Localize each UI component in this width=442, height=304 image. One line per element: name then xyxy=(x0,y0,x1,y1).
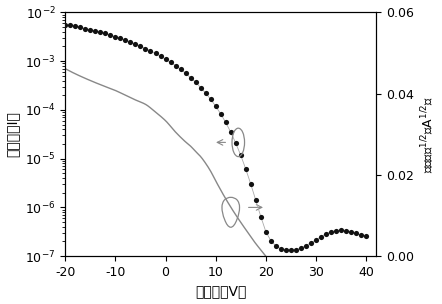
Point xyxy=(92,29,99,33)
Point xyxy=(132,42,139,47)
Point xyxy=(77,25,84,30)
Point xyxy=(293,247,300,252)
Point xyxy=(192,80,199,85)
Point xyxy=(102,31,109,36)
Point xyxy=(282,247,290,252)
Point xyxy=(272,244,279,248)
Point xyxy=(232,141,239,146)
Point xyxy=(263,229,270,234)
Point xyxy=(112,34,119,39)
Point xyxy=(147,49,154,54)
Point xyxy=(157,54,164,59)
Point xyxy=(217,112,224,116)
Point xyxy=(338,228,345,233)
Point xyxy=(308,240,315,245)
Point xyxy=(187,75,194,80)
Point xyxy=(97,30,104,35)
Point xyxy=(332,228,339,233)
Y-axis label: （电流）$^{1/2}$（A$^{1/2}$）: （电流）$^{1/2}$（A$^{1/2}$） xyxy=(419,96,436,173)
Point xyxy=(137,44,144,49)
Point xyxy=(237,153,244,158)
X-axis label: 电压／（V）: 电压／（V） xyxy=(195,285,246,299)
Point xyxy=(297,246,305,250)
Point xyxy=(107,33,114,37)
Point xyxy=(227,130,234,135)
Point xyxy=(72,24,79,29)
Point xyxy=(323,231,330,236)
Point xyxy=(302,243,309,248)
Point xyxy=(247,182,254,187)
Point xyxy=(122,38,129,43)
Point xyxy=(343,228,350,233)
Point xyxy=(87,27,94,32)
Point xyxy=(67,23,74,28)
Point xyxy=(257,214,264,219)
Point xyxy=(177,67,184,72)
Point xyxy=(207,97,214,102)
Point xyxy=(172,63,179,68)
Point xyxy=(278,247,285,251)
Point xyxy=(117,36,124,41)
Point xyxy=(242,167,249,172)
Point xyxy=(312,237,320,242)
Point xyxy=(152,51,159,56)
Point xyxy=(222,120,229,125)
Point xyxy=(61,22,69,27)
Point xyxy=(353,231,360,236)
Point xyxy=(267,238,274,243)
Point xyxy=(162,57,169,61)
Point xyxy=(197,85,204,90)
Point xyxy=(317,234,324,239)
Point xyxy=(212,104,219,109)
Y-axis label: 电流／（I）: 电流／（I） xyxy=(6,111,19,157)
Point xyxy=(182,71,189,76)
Point xyxy=(287,248,294,253)
Point xyxy=(328,229,335,234)
Point xyxy=(202,91,209,96)
Point xyxy=(82,26,89,31)
Point xyxy=(167,60,174,65)
Point xyxy=(363,233,370,238)
Point xyxy=(347,229,354,234)
Point xyxy=(142,46,149,51)
Point xyxy=(358,233,365,237)
Point xyxy=(252,198,259,203)
Point xyxy=(127,40,134,44)
